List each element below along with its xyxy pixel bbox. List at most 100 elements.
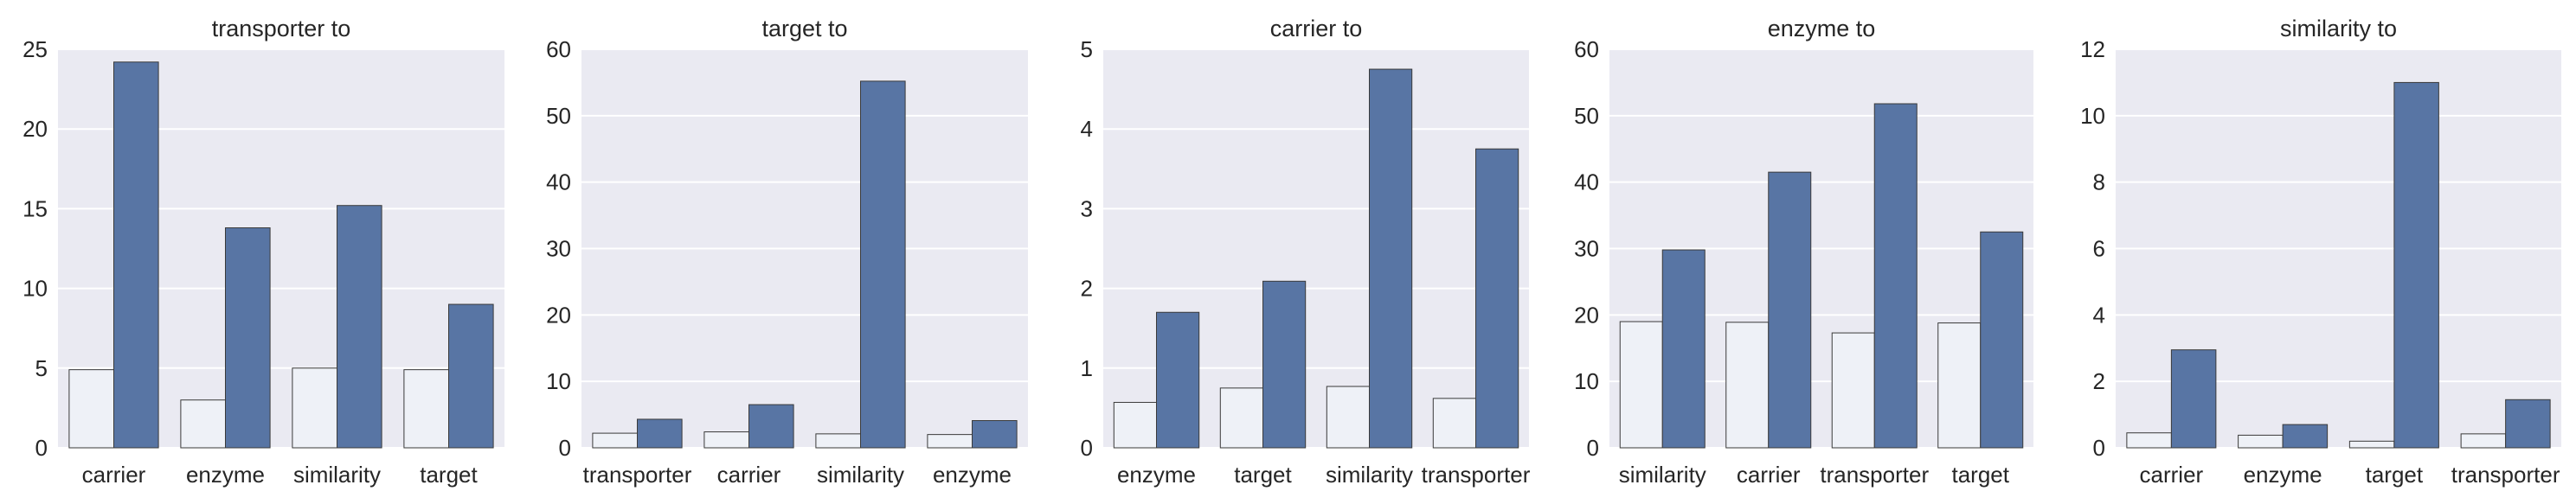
bar-carrier-dark — [748, 404, 794, 449]
y-tick-label: 60 — [1574, 36, 1599, 62]
x-tick-label: target — [1952, 462, 2010, 488]
x-tick-label: transporter — [2451, 462, 2560, 488]
y-tick-label: 10 — [2080, 103, 2105, 129]
panel-2: 0 10 20 30 40 50 60 target to transporter carrier… — [546, 16, 1028, 488]
x-tick-label: carrier — [1737, 462, 1801, 488]
bar-similarity-light — [1326, 386, 1371, 449]
panel-3: 0 1 2 3 4 5 carrier to enzyme target similarity tr… — [1081, 16, 1531, 488]
panel-title: enzyme to — [1768, 16, 1876, 41]
y-tick-label: 10 — [1574, 368, 1599, 394]
y-tick-label: 3 — [1081, 195, 1093, 221]
x-tick-label: enzyme — [2244, 462, 2322, 488]
y-tick-label: 0 — [35, 435, 48, 461]
panel-title: transporter to — [212, 16, 351, 41]
bar-carrier-light — [1725, 322, 1770, 449]
y-tick-label: 40 — [1574, 169, 1599, 195]
bar-enzyme-dark — [2282, 424, 2329, 449]
x-tick-label: target — [2366, 462, 2424, 488]
y-tick-label: 50 — [1574, 103, 1599, 129]
bar-transporter-dark — [637, 418, 683, 449]
x-tick-label: target — [1234, 462, 1292, 488]
bar-transporter-dark — [1873, 103, 1918, 449]
x-tick-label: enzyme — [1117, 462, 1196, 488]
bar-transporter-light — [1831, 332, 1875, 449]
bar-transporter-light — [1432, 398, 1477, 449]
x-tick-label: enzyme — [933, 462, 1012, 488]
y-tick-label: 0 — [2093, 435, 2105, 461]
y-tick-label: 12 — [2080, 36, 2105, 62]
bar-similarity-dark — [1661, 249, 1706, 449]
bar-enzyme-dark — [1156, 311, 1200, 449]
y-tick-label: 4 — [1081, 116, 1093, 142]
bar-enzyme-light — [927, 434, 973, 449]
panel-title: target to — [761, 16, 847, 41]
y-tick-label: 20 — [546, 302, 571, 328]
bar-enzyme-light — [2238, 434, 2284, 449]
y-tick-label: 60 — [546, 36, 571, 62]
bar-similarity-light — [292, 367, 337, 449]
x-tick-label: carrier — [717, 462, 781, 488]
y-tick-label: 20 — [1574, 302, 1599, 328]
y-tick-label: 6 — [2093, 236, 2105, 262]
x-tick-label: transporter — [583, 462, 692, 488]
y-tick-label: 20 — [22, 116, 48, 142]
bar-target-dark — [448, 303, 494, 449]
y-tick-label: 15 — [22, 195, 48, 221]
bar-target-light — [2348, 440, 2395, 449]
y-tick-label: 40 — [546, 169, 571, 195]
x-tick-label: target — [420, 462, 478, 488]
bar-enzyme-dark — [225, 227, 271, 449]
y-tick-label: 1 — [1081, 355, 1093, 381]
x-tick-label: enzyme — [186, 462, 265, 488]
x-tick-label: carrier — [2140, 462, 2204, 488]
bar-carrier-dark — [1768, 171, 1812, 449]
bar-transporter-dark — [2505, 399, 2551, 449]
y-tick-label: 25 — [22, 36, 48, 62]
bar-target-light — [403, 369, 449, 449]
y-tick-label: 5 — [35, 355, 48, 381]
panel-1: 0 5 10 15 20 25 transporter to carrier enzyme sim… — [22, 16, 504, 488]
x-tick-label: transporter — [1820, 462, 1929, 488]
x-tick-label: similarity — [1619, 462, 1706, 488]
y-tick-label: 0 — [1587, 435, 1599, 461]
x-tick-label: transporter — [1422, 462, 1531, 488]
panel-4: 0 10 20 30 40 50 60 enzyme to similarity carrier t… — [1574, 16, 2033, 488]
panel-5: 0 2 4 6 8 10 12 similarity to carrier enzyme targe… — [2080, 16, 2561, 488]
y-tick-label: 2 — [1081, 276, 1093, 302]
bar-similarity-dark — [860, 80, 906, 449]
bar-carrier-light — [2126, 432, 2172, 449]
y-tick-label: 0 — [559, 435, 571, 461]
bar-target-light — [1219, 387, 1264, 449]
bar-similarity-light — [815, 433, 862, 449]
bar-transporter-light — [2460, 433, 2507, 449]
y-tick-label: 2 — [2093, 368, 2105, 394]
x-tick-label: similarity — [1326, 462, 1413, 488]
y-tick-label: 10 — [22, 276, 48, 302]
panel-title: carrier to — [1270, 16, 1363, 41]
bar-carrier-dark — [113, 61, 159, 449]
bar-target-dark — [1262, 280, 1307, 449]
bar-similarity-light — [1619, 321, 1663, 449]
bar-target-dark — [2393, 81, 2439, 449]
bar-similarity-dark — [337, 205, 382, 449]
x-tick-label: carrier — [82, 462, 146, 488]
bar-target-light — [1937, 322, 1982, 449]
bar-carrier-light — [703, 431, 750, 449]
bar-target-dark — [1980, 231, 2024, 449]
bar-similarity-dark — [1369, 68, 1413, 449]
bar-carrier-dark — [2170, 349, 2217, 449]
y-tick-label: 4 — [2093, 302, 2105, 328]
y-tick-label: 50 — [546, 103, 571, 129]
x-tick-label: similarity — [293, 462, 381, 488]
y-tick-label: 8 — [2093, 169, 2105, 195]
bar-enzyme-dark — [972, 419, 1018, 449]
bar-transporter-dark — [1475, 148, 1519, 449]
y-tick-label: 30 — [546, 236, 571, 262]
y-tick-label: 5 — [1081, 36, 1093, 62]
bar-transporter-light — [592, 432, 639, 449]
y-tick-label: 10 — [546, 368, 571, 394]
x-tick-label: similarity — [817, 462, 904, 488]
bar-enzyme-light — [1113, 401, 1158, 449]
y-tick-label: 30 — [1574, 236, 1599, 262]
